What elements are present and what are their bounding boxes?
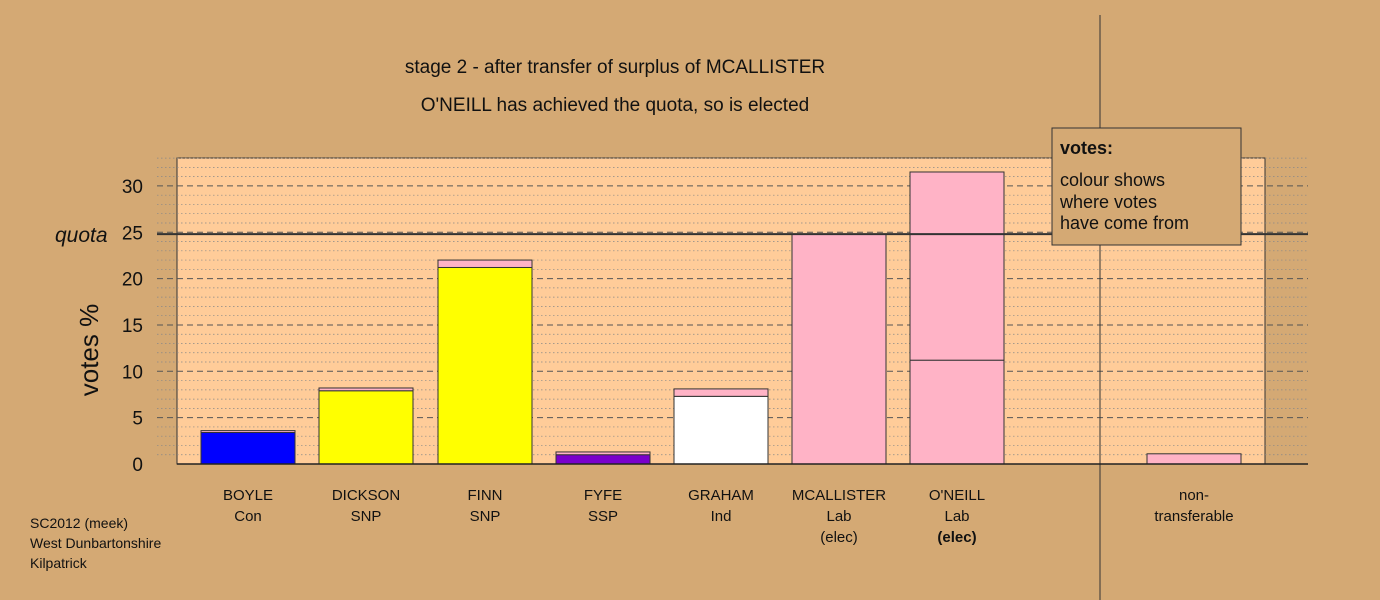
candidate-name: FINN xyxy=(468,487,503,504)
bar-segment xyxy=(200,430,296,433)
candidate-party: SSP xyxy=(588,508,618,525)
chart-subtitle: O'NEILL has achieved the quota, so is el… xyxy=(421,95,809,116)
bar-segment xyxy=(791,233,887,465)
bar-segment xyxy=(555,454,651,465)
candidate-status: (elec) xyxy=(937,529,976,546)
candidate-name: BOYLE xyxy=(223,487,273,504)
candidate-party: SNP xyxy=(351,508,382,525)
y-tick-label: 15 xyxy=(122,316,143,337)
candidate-status: (elec) xyxy=(820,529,858,546)
chart-title: stage 2 - after transfer of surplus of M… xyxy=(405,57,825,78)
bar-segment xyxy=(673,395,769,465)
bar-segment xyxy=(318,390,414,465)
footer-line-2: West Dunbartonshire xyxy=(30,535,162,551)
bar-segment xyxy=(437,266,533,465)
bar-segment xyxy=(200,431,296,465)
bar-segment xyxy=(318,387,414,392)
y-axis-label: votes % xyxy=(74,304,104,397)
bar-segment xyxy=(909,171,1005,361)
legend-line-3: have come from xyxy=(1060,213,1189,233)
bar-segment xyxy=(555,451,651,456)
candidate-name: DICKSON xyxy=(332,487,400,504)
y-tick-label: 30 xyxy=(122,177,143,198)
candidate-party: Con xyxy=(234,508,262,525)
legend-line-2: where votes xyxy=(1059,192,1157,212)
candidate-party: Lab xyxy=(826,508,851,525)
nontransferable-label-2: transferable xyxy=(1154,508,1233,525)
bar-segment xyxy=(437,259,533,268)
candidate-party: SNP xyxy=(470,508,501,525)
footer-line-3: Kilpatrick xyxy=(30,555,87,571)
legend: votes: colour shows where votes have com… xyxy=(1051,127,1242,246)
candidate-party: Lab xyxy=(944,508,969,525)
y-axis-ticks: 0 5 10 15 20 25 30 xyxy=(122,177,143,476)
candidate-labels: BOYLE Con DICKSON SNP FINN SNP FYFE SSP GRAHAM In… xyxy=(223,487,1234,546)
y-tick-label: 5 xyxy=(132,409,143,430)
footer-line-1: SC2012 (meek) xyxy=(30,515,129,531)
y-tick-label: 0 xyxy=(132,455,143,476)
nontransferable-label-1: non- xyxy=(1179,487,1209,504)
candidate-name: MCALLISTER xyxy=(792,487,886,504)
y-tick-label: 10 xyxy=(122,362,143,383)
candidate-name: GRAHAM xyxy=(688,487,754,504)
candidate-name: O'NEILL xyxy=(929,487,985,504)
bar-segment-nontransferable xyxy=(1146,453,1242,465)
bar-segment xyxy=(909,359,1005,465)
legend-line-1: colour shows xyxy=(1060,170,1165,190)
legend-title: votes: xyxy=(1060,138,1113,158)
y-tick-label: 25 xyxy=(122,223,143,244)
candidate-party: Ind xyxy=(711,508,732,525)
legend-box xyxy=(1051,127,1242,246)
quota-label: quota xyxy=(55,224,108,247)
y-tick-label: 20 xyxy=(122,270,143,291)
bars xyxy=(200,171,1242,465)
candidate-name: FYFE xyxy=(584,487,622,504)
bar-segment xyxy=(673,388,769,397)
